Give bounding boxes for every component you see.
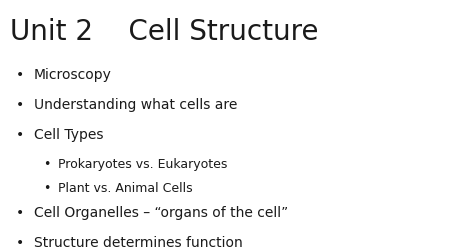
Text: •: • — [16, 235, 24, 249]
Text: Prokaryotes vs. Eukaryotes: Prokaryotes vs. Eukaryotes — [58, 157, 228, 170]
Text: •: • — [44, 181, 51, 194]
Text: Understanding what cells are: Understanding what cells are — [34, 98, 237, 112]
Text: Plant vs. Animal Cells: Plant vs. Animal Cells — [58, 181, 193, 194]
Text: •: • — [16, 68, 24, 82]
Text: Cell Organelles – “organs of the cell”: Cell Organelles – “organs of the cell” — [34, 205, 288, 219]
Text: Cell Types: Cell Types — [34, 128, 103, 141]
Text: Structure determines function: Structure determines function — [34, 235, 243, 249]
Text: •: • — [16, 98, 24, 112]
Text: •: • — [44, 157, 51, 170]
Text: •: • — [16, 128, 24, 141]
Text: Unit 2    Cell Structure: Unit 2 Cell Structure — [10, 18, 319, 46]
Text: •: • — [16, 205, 24, 219]
Text: Microscopy: Microscopy — [34, 68, 112, 82]
